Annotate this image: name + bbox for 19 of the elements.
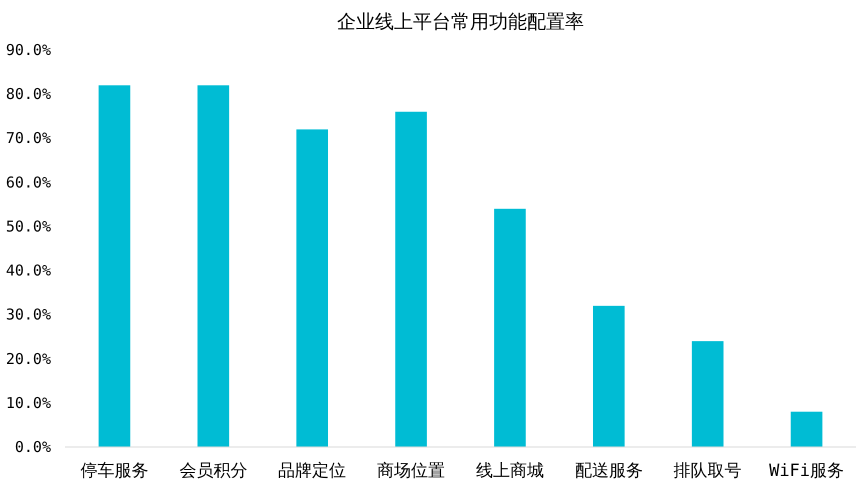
x-tick-label: 品牌定位 (278, 461, 346, 481)
y-tick-label: 20.0% (6, 350, 51, 368)
y-tick-label: 0.0% (14, 438, 51, 456)
x-tick-label: 停车服务 (80, 461, 148, 481)
x-tick-label: 线上商城 (476, 461, 544, 481)
y-tick-label: 50.0% (6, 217, 51, 236)
x-tick-label: 配送服务 (574, 461, 643, 481)
y-tick-label: 60.0% (6, 173, 51, 192)
title: 企业线上平台常用功能配置率 (337, 11, 584, 33)
y-tick-label: 40.0% (6, 262, 51, 280)
x-tick-label: 会员积分 (179, 461, 248, 481)
y-tick-label: 90.0% (6, 41, 51, 59)
x-tick-label: WiFi服务 (769, 461, 844, 481)
x-tick-label: 排队取号 (674, 461, 742, 481)
x-tick-label: 商场位置 (377, 461, 446, 481)
y-tick-label: 30.0% (6, 306, 51, 324)
y-tick-label: 80.0% (6, 85, 51, 104)
y-tick-label: 70.0% (6, 129, 51, 148)
y-tick-label: 10.0% (6, 394, 51, 412)
